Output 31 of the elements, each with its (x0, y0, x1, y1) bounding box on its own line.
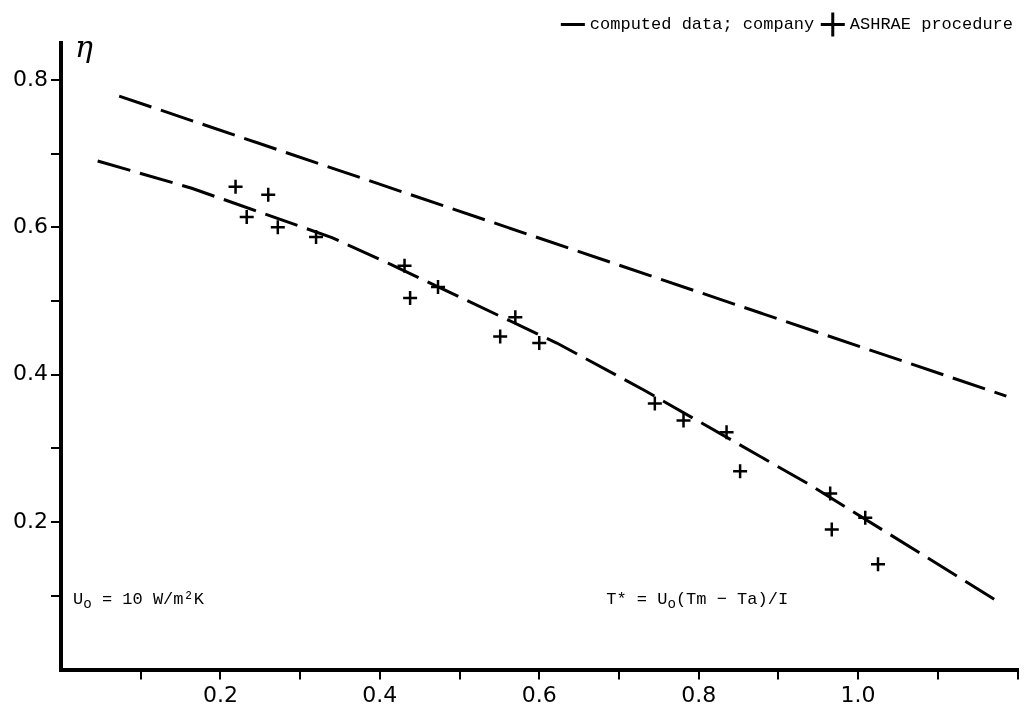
annotation: T* = U$_{o}$(Tm − Ta)/I (606, 589, 789, 612)
point (429, 278, 447, 296)
legend-label: ASHRAE procedure (849, 15, 1014, 34)
x-tick-label: 0.8 (681, 681, 717, 707)
point (238, 208, 255, 226)
point (857, 509, 874, 526)
point (530, 334, 548, 352)
point (269, 219, 287, 236)
point (718, 423, 735, 441)
point (401, 289, 419, 307)
point (259, 186, 277, 204)
x-tick-label: 1.0 (840, 681, 876, 707)
x-tick-label: 0.2 (202, 681, 238, 707)
y-axis-title: η (74, 29, 93, 64)
point (396, 257, 413, 274)
point (869, 555, 887, 573)
point (823, 521, 841, 538)
point (227, 178, 244, 195)
y-tick-label: 0.4 (12, 360, 48, 386)
point (646, 395, 664, 412)
y-tick-label: 0.6 (12, 213, 48, 239)
legend-label: computed data; company (589, 15, 815, 34)
point (307, 228, 325, 246)
point (491, 328, 509, 345)
point (731, 463, 749, 480)
annotation: U$_{o}$ = 10 W/m²K (72, 589, 204, 612)
y-tick-label: 0.8 (12, 65, 48, 91)
x-tick-label: 0.6 (521, 681, 557, 707)
y-tick-label: 0.2 (12, 507, 48, 533)
x-tick-label: 0.4 (362, 681, 398, 707)
point (675, 412, 692, 429)
